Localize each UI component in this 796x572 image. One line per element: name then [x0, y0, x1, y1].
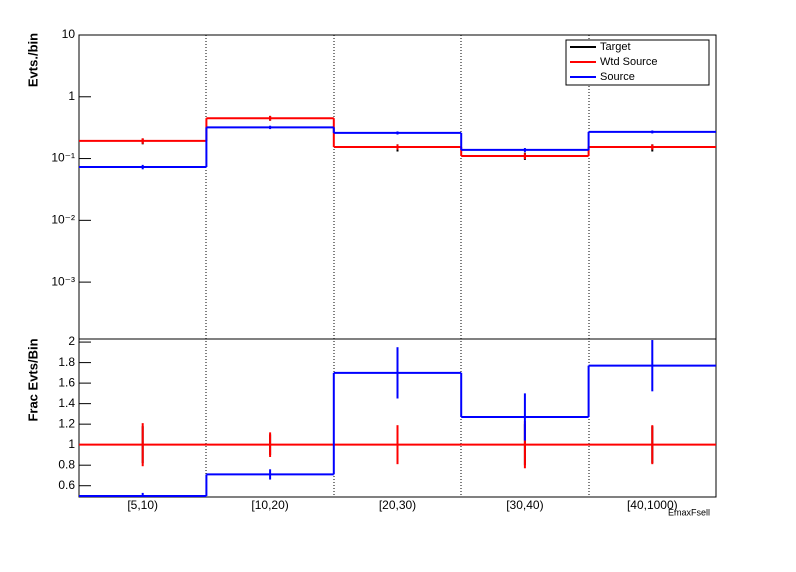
x-tick-label: [20,30)	[379, 498, 416, 512]
plot-area	[79, 115, 716, 170]
bottom-frame	[78, 338, 717, 498]
x-tick-label: [10,20)	[251, 498, 288, 512]
y-axis-title: Frac Evts/Bin	[25, 338, 40, 421]
legend-label: Wtd Source	[600, 56, 657, 68]
y-tick-label: 10⁻³	[51, 274, 75, 288]
y-tick-label: 10⁻¹	[51, 151, 75, 165]
y-axis-title: Evts./bin	[25, 33, 40, 87]
legend-label: Source	[600, 71, 635, 83]
y-tick-label: 1.2	[58, 416, 75, 430]
y-tick-label: 10⁻²	[51, 213, 75, 227]
y-tick-label: 0.8	[58, 457, 75, 471]
x-tick-label: [30,40)	[506, 498, 543, 512]
y-tick-label: 1.8	[58, 355, 75, 369]
plot-area	[79, 340, 716, 497]
y-tick-label: 1.6	[58, 375, 75, 389]
y-tick-label: 2	[68, 334, 75, 348]
y-tick-label: 1	[68, 437, 75, 451]
y-tick-label: 0.6	[58, 478, 75, 492]
y-tick-label: 1.4	[58, 396, 75, 410]
y-tick-label: 10	[62, 27, 76, 41]
legend-label: Target	[600, 41, 631, 53]
y-tick-label: 1	[68, 89, 75, 103]
x-axis-title: EmaxFsell	[668, 507, 710, 517]
x-tick-label: [5,10)	[127, 498, 158, 512]
x-tick-label: [40,1000)	[627, 498, 678, 512]
